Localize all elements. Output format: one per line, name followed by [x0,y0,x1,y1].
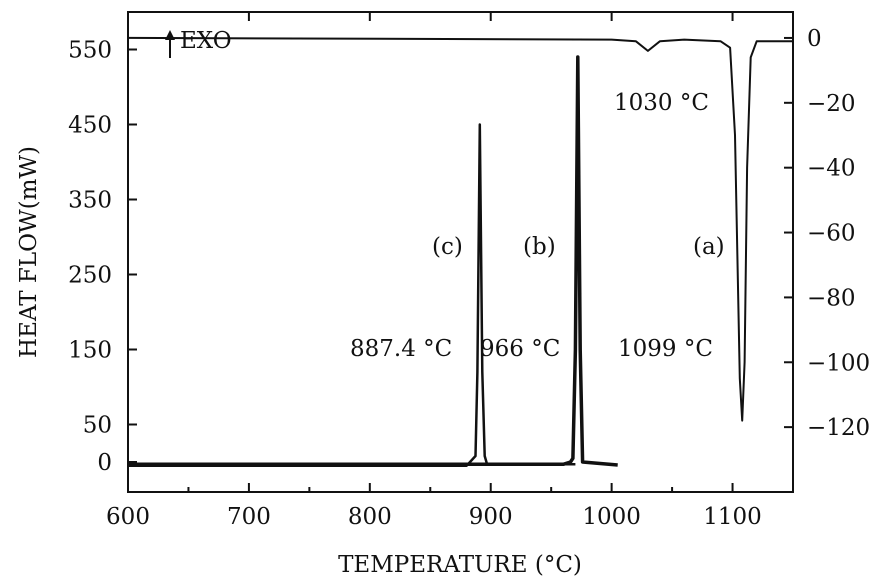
y-axis-title: HEAT FLOW(mW) [16,146,42,358]
exo-indicator: EXO [165,28,232,58]
y-left-tick-label: 0 [97,450,112,476]
y-right-tick-label: −40 [807,156,856,182]
curve-b [128,55,618,467]
annotation-887: 887.4 °C [350,336,452,362]
curve-c [128,123,576,468]
x-tick-label: 800 [348,504,392,530]
x-tick-label: 1000 [582,504,641,530]
y-right-tick-label: −80 [807,285,856,311]
y-right-tick-label: −60 [807,221,856,247]
curve-a [127,36,793,422]
y-left-tick-label: 150 [68,338,112,364]
exo-label: EXO [180,28,232,54]
x-axis-title: TEMPERATURE (°C) [338,552,582,578]
y-left-tick-label: 450 [68,113,112,139]
curve-label-c: (c) [432,234,463,260]
y-left-tick-label: 50 [83,413,112,439]
annotation-1030: 1030 °C [614,90,709,116]
y-right-tick-label: 0 [807,26,822,52]
x-tick-label: 900 [469,504,513,530]
x-tick-label: 600 [106,504,150,530]
y-left-tick-label: 550 [68,38,112,64]
curve-label-b: (b) [523,234,556,260]
curves [127,36,793,468]
annotation-1099: 1099 °C [618,336,713,362]
exo-arrow-head [165,30,175,40]
x-tick-label: 700 [227,504,271,530]
y-right-tick-label: −120 [807,415,870,441]
y-right-tick-label: −20 [807,91,856,117]
y-left-tick-label: 350 [68,188,112,214]
annotation-966: 966 °C [480,336,560,362]
axis-ticks: 600 700 800 900 1000 1100 0 50 150 250 350 450 550 0 −… [68,12,870,530]
plot-frame [127,11,794,493]
x-tick-label: 1100 [703,504,762,530]
y-left-tick-label: 250 [68,263,112,289]
y-right-tick-label: −100 [807,350,870,376]
curve-label-a: (a) [693,234,725,260]
